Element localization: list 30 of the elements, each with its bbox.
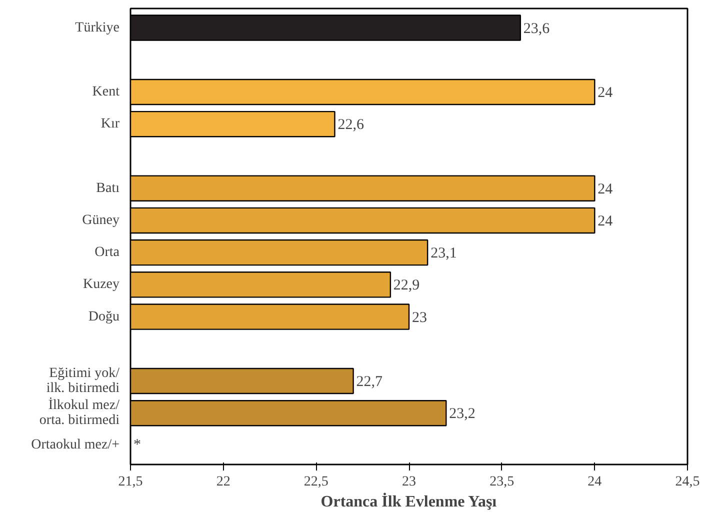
y-tick-label: Batı bbox=[96, 180, 120, 196]
x-tick-label: 23,5 bbox=[490, 474, 514, 490]
y-tick-label: Ortaokul mez/+ bbox=[31, 438, 120, 453]
y-tick-label: Eğitimi yok/ ilk. bitirmedi bbox=[46, 366, 120, 396]
x-tick-label: 23 bbox=[402, 474, 416, 490]
y-tick-label: Kuzey bbox=[82, 277, 120, 292]
x-tick-label: 24 bbox=[588, 474, 602, 490]
y-tick-label: Kent bbox=[92, 84, 120, 100]
y-tick-label: Orta bbox=[94, 245, 120, 260]
data-label: 23 bbox=[412, 310, 427, 326]
data-label: 24 bbox=[598, 181, 614, 198]
data-label: 22,9 bbox=[393, 278, 420, 294]
text: * bbox=[134, 437, 141, 454]
x-axis-title: Ortanca İlk Evlenme Yaşı bbox=[320, 492, 498, 510]
y-tick-label: Güney bbox=[82, 212, 120, 228]
x-tick-label: 21,5 bbox=[118, 474, 143, 490]
data-label: 23,6 bbox=[523, 20, 550, 37]
x-tick-label: 22 bbox=[216, 474, 230, 490]
y-tick-label: İlkokul mez/ orta. bitirmedi bbox=[39, 397, 120, 428]
data-label: 22,7 bbox=[356, 374, 384, 390]
data-label: 22,6 bbox=[338, 117, 364, 134]
data-label: 23,2 bbox=[449, 406, 476, 422]
data-label: 24 bbox=[598, 213, 614, 230]
data-label: 23,1 bbox=[430, 246, 457, 262]
x-tick-label: 22,5 bbox=[304, 474, 328, 490]
y-tick-label: Kır bbox=[100, 116, 120, 132]
x-tick-label: 24,5 bbox=[675, 474, 700, 490]
y-tick-label: Türkiye bbox=[75, 20, 120, 36]
y-tick-label: Doğu bbox=[88, 309, 120, 324]
data-label: 24 bbox=[598, 84, 614, 101]
